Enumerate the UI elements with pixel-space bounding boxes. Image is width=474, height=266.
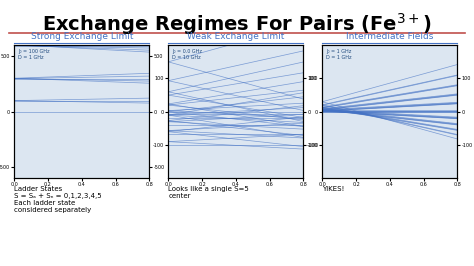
- Text: J₀ = 1 GHz
D = 1 GHz: J₀ = 1 GHz D = 1 GHz: [327, 49, 352, 60]
- Text: YIKES!: YIKES!: [322, 186, 345, 192]
- Text: J₀ = 0.0 GHz
D = 10 GHz: J₀ = 0.0 GHz D = 10 GHz: [173, 49, 202, 60]
- Text: J₀ = 100 GHz
D = 1 GHz: J₀ = 100 GHz D = 1 GHz: [18, 49, 50, 60]
- Text: Weak Exchange Limit: Weak Exchange Limit: [187, 32, 284, 41]
- Text: Exchange Regimes For Pairs (Fe$^{3+}$): Exchange Regimes For Pairs (Fe$^{3+}$): [42, 11, 432, 36]
- Text: Looks like a single S=5
center: Looks like a single S=5 center: [168, 186, 249, 199]
- Text: Intermediate Fields: Intermediate Fields: [346, 32, 434, 41]
- Text: Ladder States
S = Sₐ + Sₙ = 0,1,2,3,4,5
Each ladder state
considered separately: Ladder States S = Sₐ + Sₙ = 0,1,2,3,4,5 …: [14, 186, 102, 213]
- Text: Strong Exchange Limit: Strong Exchange Limit: [30, 32, 133, 41]
